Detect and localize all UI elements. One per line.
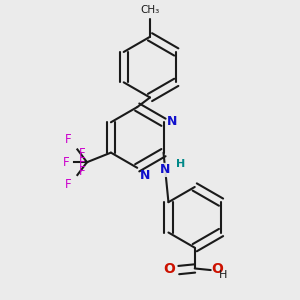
Text: H: H	[176, 159, 186, 169]
Text: F: F	[79, 156, 86, 169]
Text: F: F	[64, 178, 71, 191]
Text: N: N	[140, 169, 150, 182]
Text: F: F	[64, 133, 71, 146]
Text: H: H	[219, 270, 227, 280]
Text: F: F	[79, 165, 86, 178]
Text: N: N	[160, 164, 170, 176]
Text: N: N	[167, 115, 178, 128]
Text: O: O	[163, 262, 175, 276]
Text: F: F	[79, 147, 86, 160]
Text: F: F	[63, 156, 69, 169]
Text: CH₃: CH₃	[140, 5, 160, 15]
Text: O: O	[212, 262, 224, 276]
